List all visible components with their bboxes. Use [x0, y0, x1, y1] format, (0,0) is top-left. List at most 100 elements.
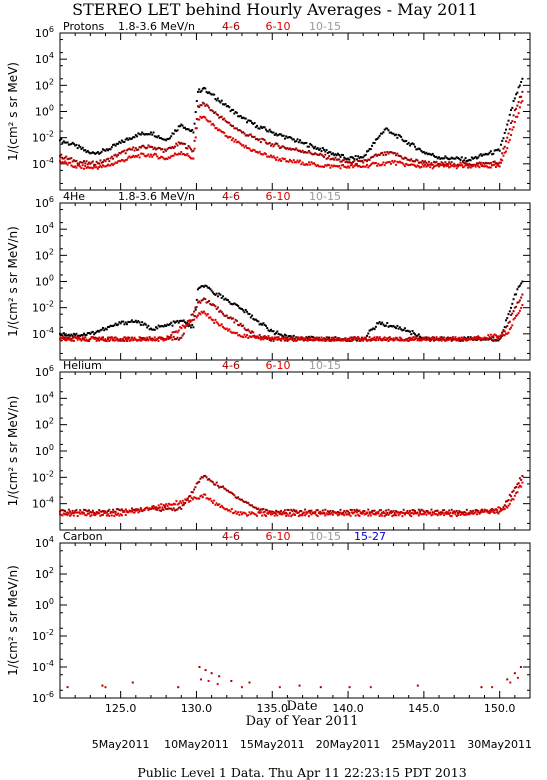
data-point [168, 507, 171, 510]
data-point [84, 339, 87, 342]
data-point [387, 336, 390, 339]
data-point [398, 512, 401, 515]
data-point [378, 337, 381, 340]
data-point [175, 153, 178, 156]
data-point [291, 510, 294, 513]
y-tick-label: 102 [35, 566, 54, 581]
data-point [59, 332, 61, 335]
data-point [367, 149, 370, 152]
data-point [276, 514, 279, 517]
data-point [239, 142, 242, 145]
data-point [318, 339, 321, 342]
data-point [353, 511, 356, 514]
data-point [371, 337, 374, 340]
data-point [367, 508, 370, 511]
data-point [450, 515, 453, 518]
data-point [338, 165, 341, 168]
data-point [445, 510, 448, 513]
data-point [286, 338, 289, 341]
data-point [269, 510, 272, 513]
data-point [483, 162, 486, 165]
data-point [273, 156, 276, 159]
data-point [170, 147, 173, 150]
data-point [138, 145, 141, 148]
data-point [75, 336, 78, 339]
data-point [81, 146, 84, 149]
data-point [414, 510, 417, 513]
data-point [235, 497, 238, 500]
data-point [339, 160, 342, 163]
data-point [139, 339, 142, 342]
data-point [506, 123, 509, 126]
data-point [142, 152, 145, 155]
data-point [405, 338, 408, 341]
data-point [275, 158, 278, 161]
data-point [108, 164, 111, 167]
data-point [100, 328, 103, 331]
data-point [213, 292, 216, 295]
data-point [384, 153, 387, 156]
data-point [430, 508, 433, 511]
data-point [282, 145, 285, 148]
data-point [239, 129, 242, 132]
data-point [66, 334, 69, 337]
data-point [281, 513, 284, 516]
data-point [372, 161, 375, 164]
data-point [257, 139, 260, 142]
data-point [220, 99, 223, 102]
data-point [286, 147, 289, 150]
data-point [238, 306, 241, 309]
data-point [483, 153, 486, 156]
data-point [397, 514, 400, 517]
data-point [295, 511, 298, 514]
data-point [98, 336, 101, 339]
data-point [204, 669, 207, 672]
data-point [408, 336, 411, 339]
data-point [227, 299, 230, 302]
data-point [393, 326, 396, 329]
data-point [61, 141, 64, 144]
data-point [492, 340, 495, 343]
data-point [427, 511, 430, 514]
data-point [334, 153, 337, 156]
data-point [302, 151, 305, 154]
legend-entry: 10-15 [309, 20, 341, 33]
data-point [156, 155, 159, 158]
data-point [397, 133, 400, 136]
data-point [453, 338, 456, 341]
data-point [95, 160, 98, 163]
data-point [148, 155, 151, 158]
data-point [113, 336, 116, 339]
data-point [181, 324, 184, 327]
data-point [328, 338, 331, 341]
data-point [198, 286, 201, 289]
data-point [374, 338, 377, 341]
data-point [494, 165, 497, 168]
data-point [312, 336, 315, 339]
data-point [160, 336, 163, 339]
data-point [211, 110, 214, 113]
data-point [146, 154, 149, 157]
data-point [328, 513, 331, 516]
data-point [396, 152, 399, 155]
data-point [93, 165, 96, 168]
data-point [419, 166, 422, 169]
data-point [489, 166, 492, 169]
data-point [215, 502, 218, 505]
data-point [261, 323, 264, 326]
data-point [248, 313, 251, 316]
data-point [273, 338, 276, 341]
species-label: Protons [63, 20, 104, 33]
data-point [429, 338, 432, 341]
data-point [378, 164, 381, 167]
data-point [70, 339, 73, 342]
data-point [79, 509, 82, 512]
data-point [407, 512, 410, 515]
data-point [224, 103, 227, 106]
data-point [89, 510, 92, 513]
data-point [221, 485, 224, 488]
data-point [493, 333, 496, 336]
data-point [379, 338, 382, 341]
data-point [440, 511, 443, 514]
